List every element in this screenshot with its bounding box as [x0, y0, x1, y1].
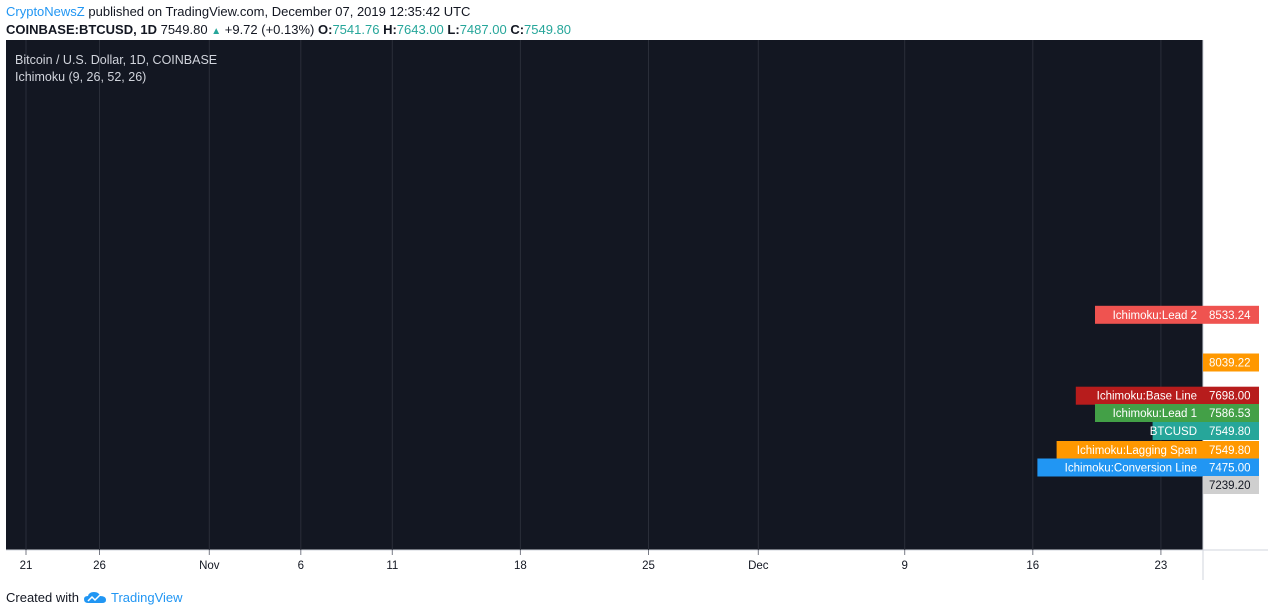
ohlc-bar: COINBASE:BTCUSD, 1D 7549.80 ▲ +9.72 (+0.…	[6, 22, 571, 37]
price-label-value: 7475.00	[1209, 463, 1251, 475]
author-link[interactable]: CryptoNewsZ	[6, 4, 85, 19]
series-label-tag	[1152, 422, 1203, 440]
x-axis-panel	[6, 550, 1268, 580]
series-label-tag	[1095, 305, 1203, 324]
price-label-tag	[1203, 353, 1259, 372]
last-price: 7549.80	[160, 22, 208, 37]
series-label-name: Ichimoku:Conversion Line	[1065, 463, 1197, 475]
x-tick-label: Nov	[199, 560, 220, 572]
price-label-value: 7239.20	[1209, 480, 1251, 492]
plot-background	[6, 40, 1203, 550]
footer: Created with TradingView	[6, 590, 183, 605]
price-label-value: 8039.22	[1209, 358, 1251, 370]
low-key: L:	[447, 22, 460, 37]
x-tick-label: 23	[1155, 560, 1168, 572]
close-key: C:	[510, 22, 525, 37]
chart-title: Bitcoin / U.S. Dollar, 1D, COINBASE	[15, 53, 217, 67]
series-label-tag	[1095, 404, 1203, 422]
high-key: H:	[383, 22, 397, 37]
tradingview-link[interactable]: TradingView	[110, 590, 183, 605]
series-label-name: BTCUSD	[1150, 426, 1197, 438]
publish-header: CryptoNewsZ published on TradingView.com…	[6, 4, 470, 19]
x-tick-label: 18	[514, 560, 527, 572]
series-label-tag	[1075, 386, 1203, 405]
published-text: published on TradingView.com, December 0…	[88, 4, 471, 19]
x-tick-label: 9	[901, 560, 907, 572]
price-label-tag	[1203, 476, 1259, 494]
x-tick-label: 6	[298, 560, 304, 572]
series-label-name: Ichimoku:Lead 2	[1113, 310, 1197, 322]
created-with-text: Created with	[6, 590, 79, 605]
price-label-tag	[1203, 305, 1259, 324]
x-tick-label: 25	[642, 560, 655, 572]
price-label-tag	[1203, 422, 1259, 440]
x-tick-label: Dec	[748, 560, 769, 572]
x-tick-label: 26	[93, 560, 106, 572]
price-label-value: 7698.00	[1209, 391, 1251, 403]
price-label-value: 7586.53	[1209, 408, 1251, 420]
indicator-label: Ichimoku (9, 26, 52, 26)	[15, 70, 146, 84]
symbol-label: COINBASE:BTCUSD, 1D	[6, 22, 157, 37]
series-label-tag	[1037, 458, 1203, 477]
tradingview-cloud-icon	[83, 591, 106, 603]
price-label-value: 7549.80	[1209, 426, 1251, 438]
price-label-tag	[1203, 441, 1259, 459]
x-tick-label: 21	[20, 560, 33, 572]
open-value: 7541.76	[332, 22, 380, 37]
high-value: 7643.00	[396, 22, 444, 37]
open-key: O:	[318, 22, 333, 37]
up-triangle-icon: ▲	[211, 26, 222, 37]
price-label-value: 7549.80	[1209, 445, 1251, 457]
close-value: 7549.80	[524, 22, 572, 37]
price-label-tag	[1203, 458, 1259, 477]
price-label-tag	[1203, 404, 1259, 422]
price-change: +9.72 (+0.13%)	[224, 22, 315, 37]
x-tick-label: 16	[1026, 560, 1039, 572]
price-chart[interactable]: 6400.006800.007200.007600.008000.008400.…	[0, 40, 1274, 580]
x-tick-label: 11	[386, 560, 398, 572]
series-label-name: Ichimoku:Base Line	[1097, 391, 1197, 403]
series-label-tag	[1056, 441, 1203, 459]
series-label-name: Ichimoku:Lead 1	[1113, 408, 1197, 420]
low-value: 7487.00	[459, 22, 507, 37]
series-label-name: Ichimoku:Lagging Span	[1077, 445, 1197, 457]
price-label-value: 8533.24	[1209, 310, 1251, 322]
price-label-tag	[1203, 386, 1259, 405]
